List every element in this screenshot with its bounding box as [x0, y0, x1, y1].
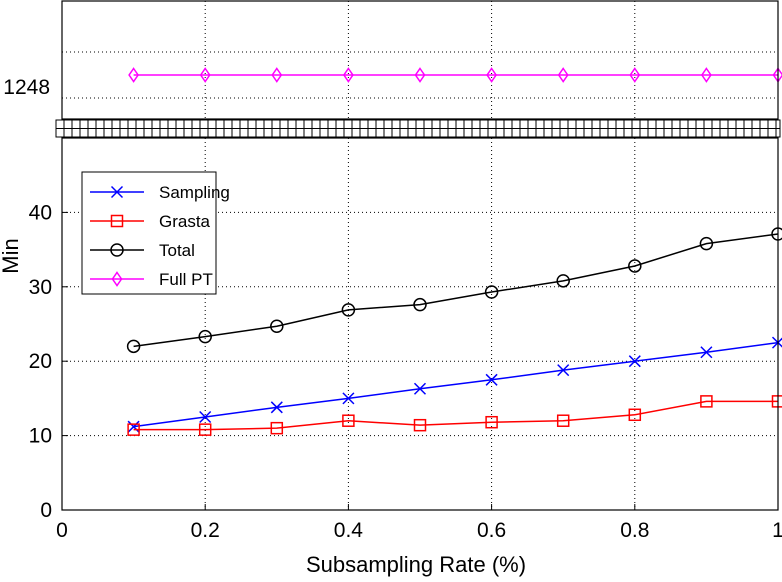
y-tick-label: 40 [29, 201, 52, 224]
series-sampling [128, 337, 782, 432]
y-tick-label: 0 [40, 499, 52, 522]
x-tick-label: 1 [772, 519, 782, 542]
legend-label-full-pt: Full PT [159, 270, 213, 289]
upper-panel-frame [62, 1, 778, 119]
series-total [128, 228, 782, 352]
x-tick-label: 0.8 [620, 519, 649, 542]
y-tick-label: 10 [29, 425, 52, 448]
y-tick-label: 30 [29, 276, 52, 299]
x-axis-label: Subsampling Rate (%) [306, 552, 526, 577]
series-line-total [134, 234, 778, 346]
legend-label-total: Total [159, 241, 195, 260]
x-tick-label: 0 [56, 519, 68, 542]
upper-panel-grid [62, 1, 778, 119]
legend: Sampling Grasta Total Full PT [82, 172, 230, 294]
series-line-sampling [134, 343, 778, 427]
x-tick-label: 0.2 [191, 519, 220, 542]
series-grasta [128, 396, 782, 435]
legend-label-grasta: Grasta [159, 212, 211, 231]
y-axis-label: Min [0, 238, 23, 273]
upper-y-tick-label: 1248 [3, 76, 50, 99]
legend-label-sampling: Sampling [159, 183, 230, 202]
x-tick-label: 0.4 [334, 519, 364, 542]
axis-break-band [56, 120, 780, 137]
series-line-grasta [134, 401, 778, 429]
y-tick-label: 20 [29, 350, 52, 373]
series-full-pt [129, 69, 782, 82]
x-tick-label: 0.6 [477, 519, 506, 542]
